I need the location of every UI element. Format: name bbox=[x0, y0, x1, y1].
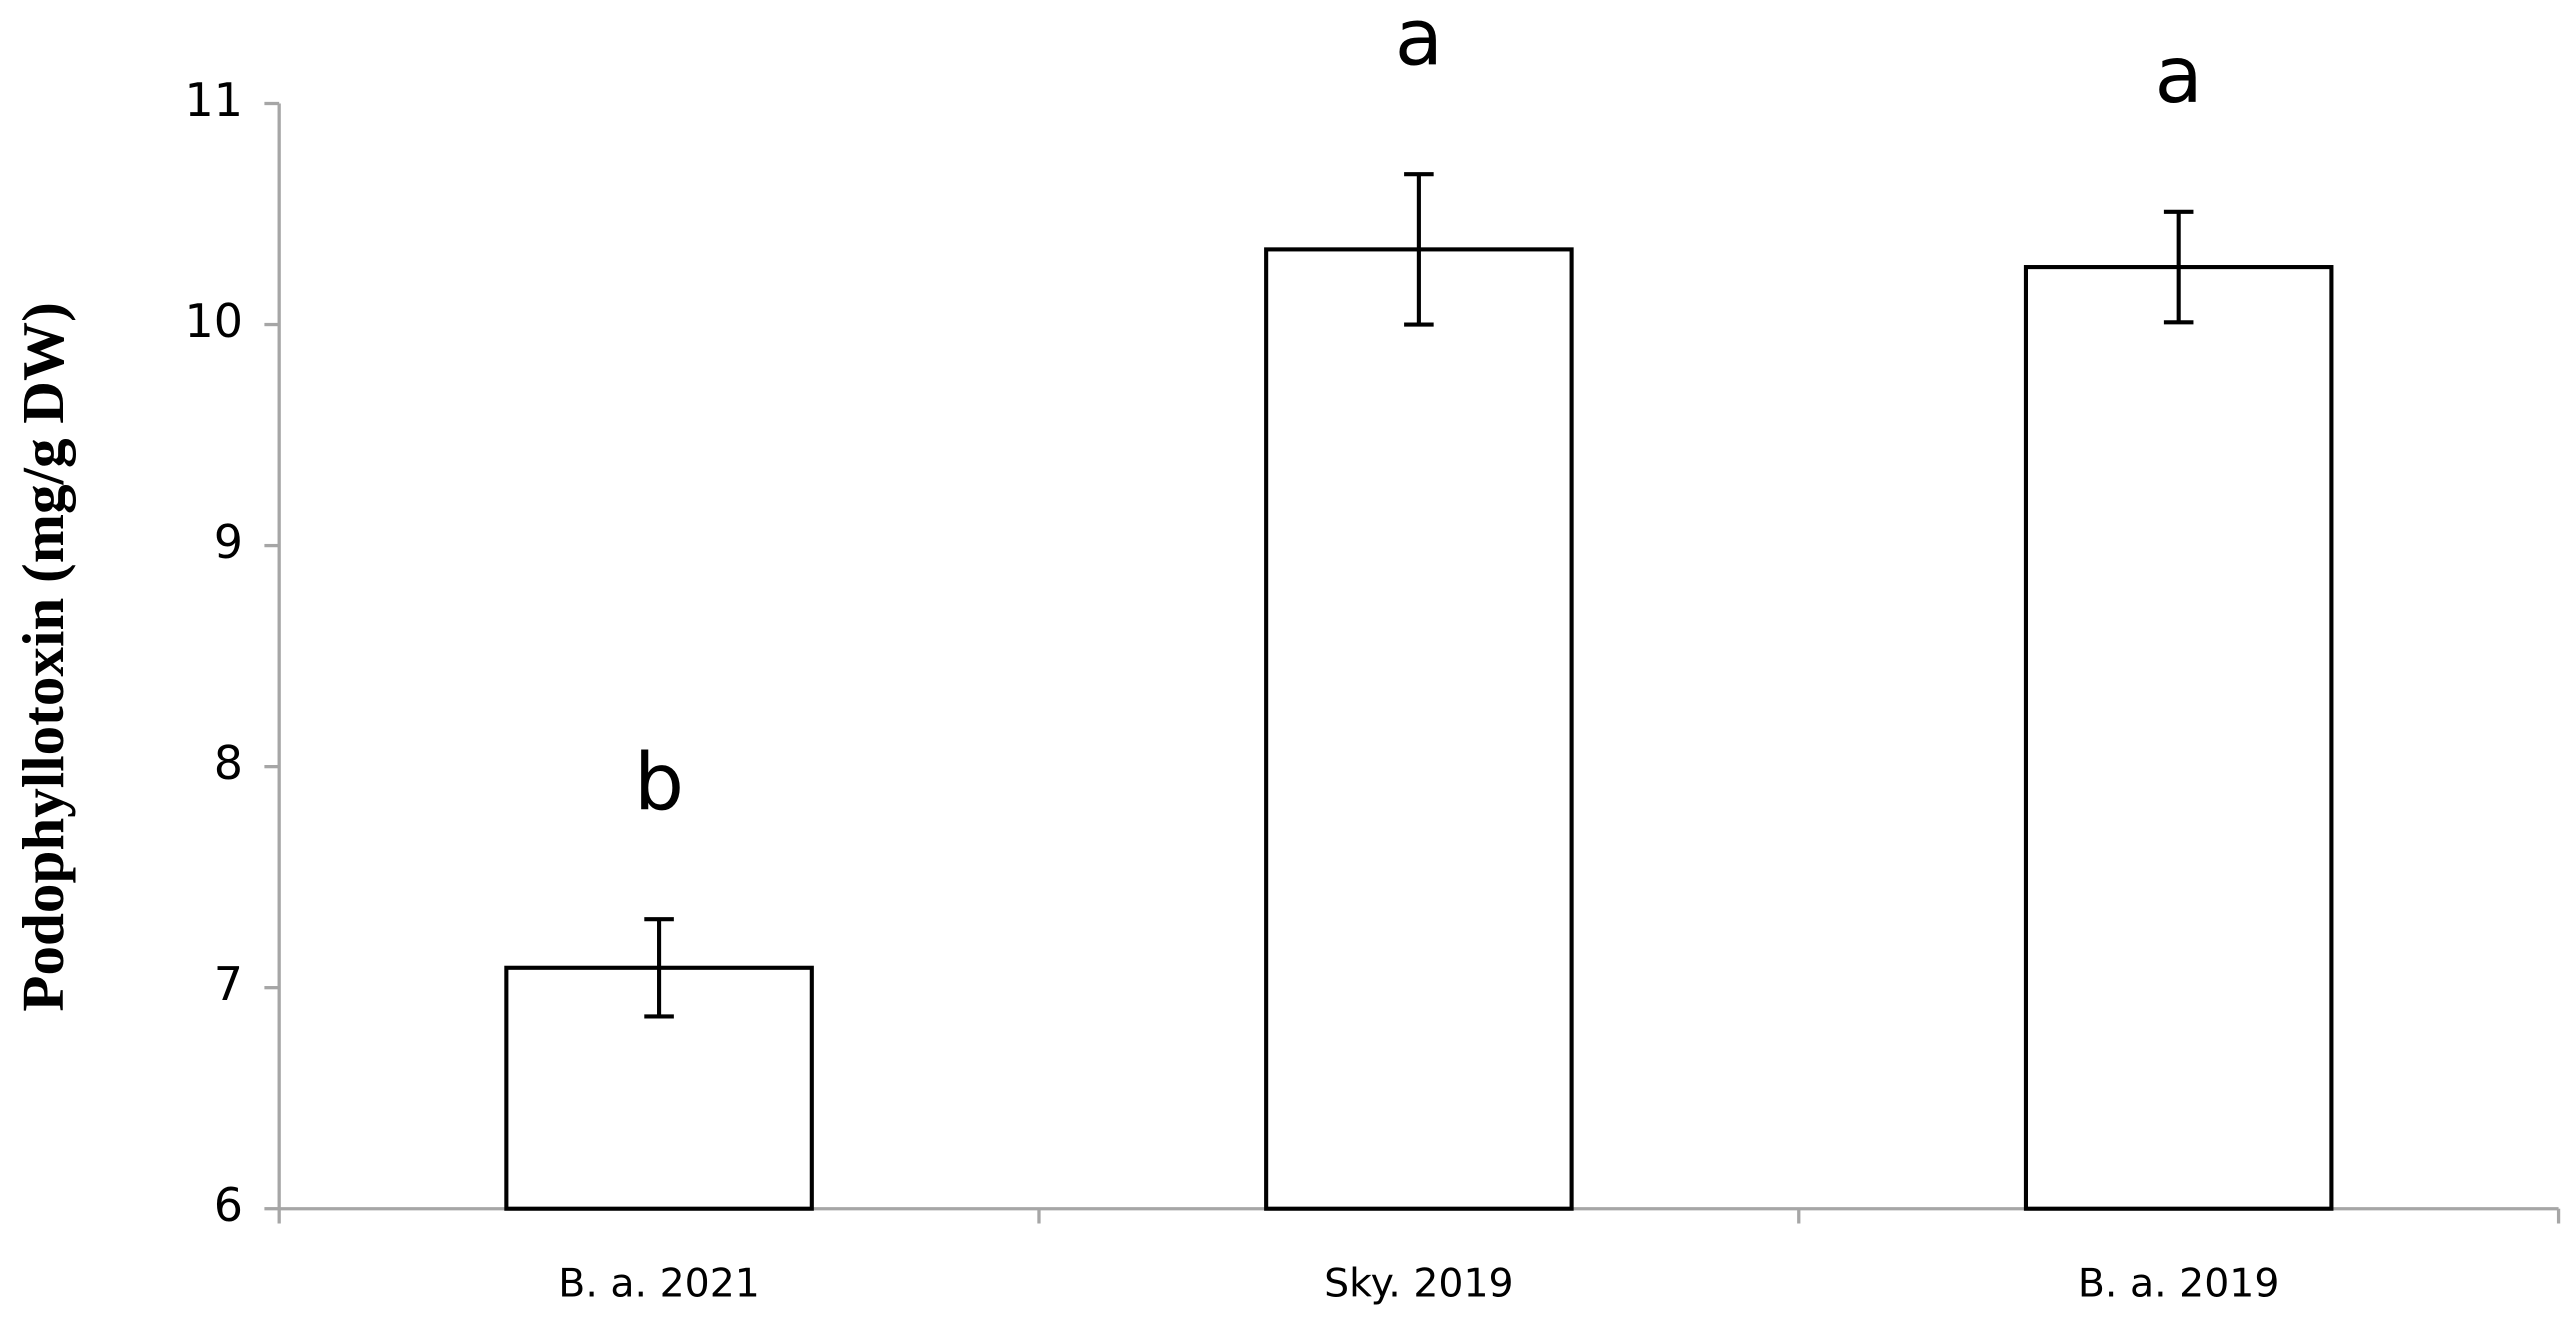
y-tick-label: 11 bbox=[185, 73, 244, 127]
bar bbox=[2023, 265, 2334, 1211]
y-tick-label: 8 bbox=[214, 736, 243, 790]
significance-letter: a bbox=[1395, 0, 1443, 83]
significance-letter: a bbox=[2155, 29, 2203, 121]
significance-letter: b bbox=[634, 736, 684, 828]
y-tick-label: 6 bbox=[214, 1178, 243, 1232]
x-tick-label: B. a. 2019 bbox=[2078, 1260, 2280, 1306]
x-tick-label: Sky. 2019 bbox=[1324, 1260, 1513, 1306]
x-tick-label: B. a. 2021 bbox=[558, 1260, 760, 1306]
y-tick-label: 7 bbox=[214, 957, 243, 1011]
y-axis-label: Podophyllotoxin (mg/g DW) bbox=[10, 302, 76, 1011]
y-tick-label: 9 bbox=[214, 515, 243, 569]
y-tick-label: 10 bbox=[185, 294, 244, 348]
bar bbox=[1264, 247, 1574, 1211]
